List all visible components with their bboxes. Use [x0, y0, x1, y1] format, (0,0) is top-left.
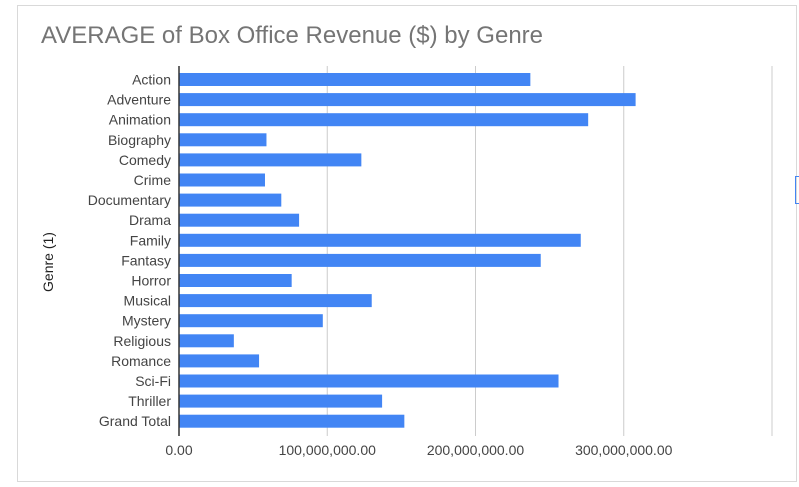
category-labels: Action Adventure Animation Biography Comedy C…	[88, 72, 172, 430]
category-label: Romance	[111, 353, 171, 369]
category-label: Grand Total	[99, 413, 171, 429]
bar[interactable]	[179, 334, 234, 348]
gridlines	[326, 66, 773, 436]
x-tick-label: 200,000,000.00	[427, 442, 525, 458]
category-label: Animation	[109, 112, 171, 128]
category-label: Mystery	[122, 313, 171, 329]
bar[interactable]	[179, 233, 581, 247]
category-label: Thriller	[128, 393, 171, 409]
bar[interactable]	[179, 274, 292, 287]
bar[interactable]	[179, 294, 372, 308]
category-label: Musical	[124, 293, 171, 309]
bar[interactable]	[179, 173, 265, 187]
bar[interactable]	[179, 133, 267, 147]
resize-handle[interactable]	[795, 176, 799, 204]
category-label: Action	[132, 72, 171, 88]
category-label: Adventure	[107, 92, 171, 108]
bar[interactable]	[179, 193, 282, 207]
chart-title: AVERAGE of Box Office Revenue ($) by Gen…	[41, 22, 544, 49]
bar[interactable]	[179, 374, 559, 388]
category-label: Biography	[108, 132, 171, 148]
bar[interactable]	[179, 314, 323, 328]
x-tick-labels: 0.00 100,000,000.00 200,000,000.00 300,000,…	[165, 442, 672, 458]
bars	[179, 73, 636, 428]
x-tick-label: 0.00	[165, 442, 192, 458]
category-label: Fantasy	[121, 252, 171, 268]
bar[interactable]	[179, 213, 300, 227]
category-label: Religious	[113, 333, 171, 349]
category-label: Crime	[134, 172, 172, 188]
bar[interactable]	[179, 394, 383, 408]
x-tick-label: 300,000,000.00	[575, 442, 673, 458]
bar[interactable]	[179, 153, 362, 167]
bar[interactable]	[179, 73, 531, 86]
category-label: Drama	[129, 212, 171, 228]
category-label: Family	[130, 232, 171, 248]
bar[interactable]	[179, 113, 589, 127]
category-label: Sci-Fi	[135, 373, 171, 389]
category-label: Documentary	[88, 192, 171, 208]
x-tick-label: 100,000,000.00	[279, 442, 377, 458]
bar[interactable]	[179, 93, 636, 107]
bar[interactable]	[179, 253, 541, 267]
bar[interactable]	[179, 414, 405, 428]
bar[interactable]	[179, 354, 260, 368]
category-label: Horror	[131, 273, 171, 289]
category-label: Comedy	[119, 152, 171, 168]
